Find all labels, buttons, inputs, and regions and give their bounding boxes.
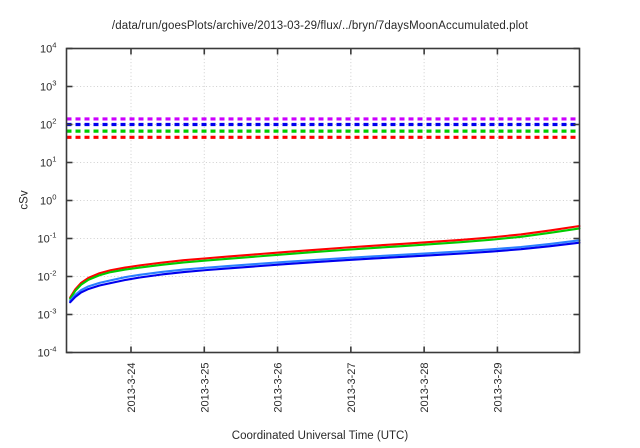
x-axis-title: Coordinated Universal Time (UTC)	[231, 430, 409, 442]
grid-lines	[66, 48, 580, 353]
x-tick-label: 2013-3-27	[346, 363, 358, 413]
curve-green	[69, 227, 581, 300]
axis-ticks	[66, 47, 580, 354]
y-tick-label: 103	[40, 79, 56, 94]
y-tick-label: 10-1	[37, 231, 56, 246]
plot-title: /data/run/goesPlots/archive/2013-03-29/f…	[111, 20, 529, 32]
y-tick-label: 104	[40, 41, 56, 56]
x-tick-label: 2013-3-26	[273, 363, 285, 413]
threshold-lines-group	[66, 117, 580, 139]
y-axis-tick-labels: 104 103 102 101 100 10-1 10-2 10-3 10-4	[37, 41, 56, 360]
data-series-group	[69, 224, 581, 304]
x-tick-label: 2013-3-24	[126, 363, 138, 413]
curve-red	[69, 224, 581, 299]
x-tick-label: 2013-3-29	[492, 363, 504, 413]
y-tick-label: 10-2	[37, 269, 56, 284]
curve-darkblue	[69, 241, 581, 304]
y-tick-label: 101	[40, 155, 56, 170]
y-tick-label: 100	[40, 193, 56, 208]
y-tick-label: 10-3	[37, 307, 56, 322]
y-tick-label: 10-4	[37, 345, 56, 360]
y-tick-label: 102	[40, 117, 56, 132]
x-tick-label: 2013-3-25	[199, 363, 211, 413]
curve-lightblue	[69, 239, 581, 302]
x-tick-label: 2013-3-28	[419, 363, 431, 413]
x-axis-tick-labels: 2013-3-24 2013-3-25 2013-3-26 2013-3-27 2013…	[126, 363, 504, 413]
